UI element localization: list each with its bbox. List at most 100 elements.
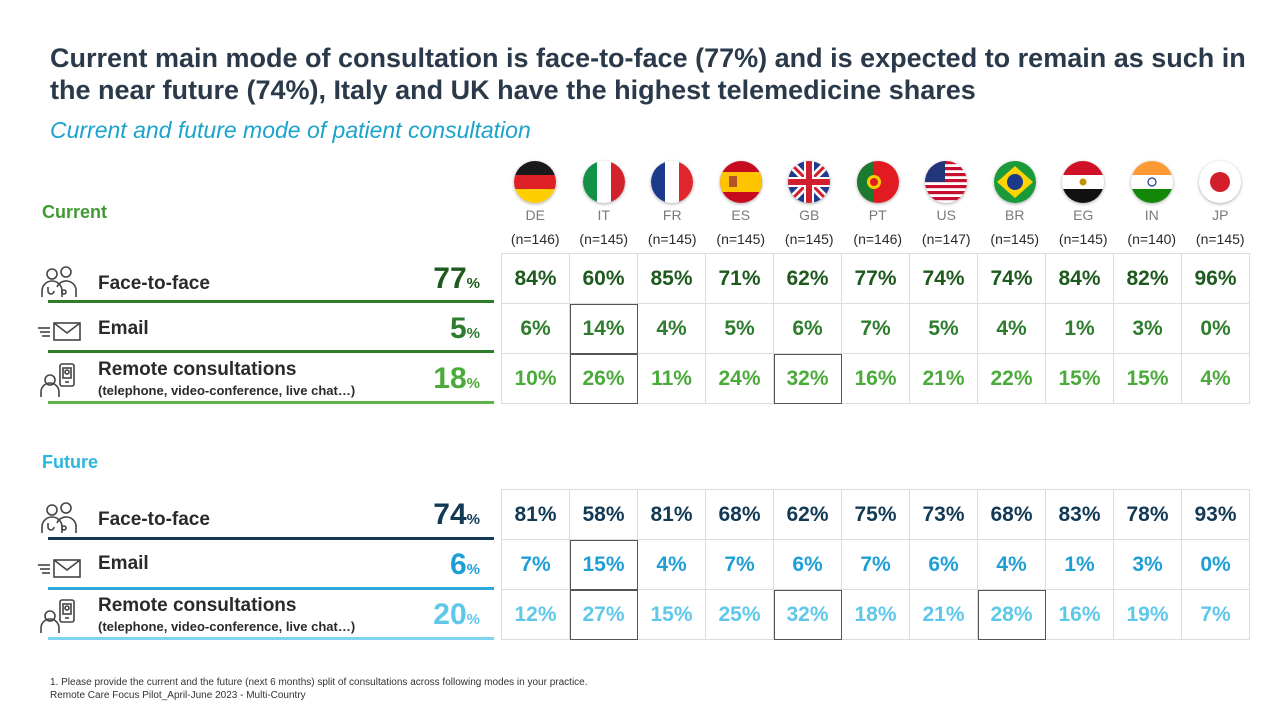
cell-future-face-it: 58% bbox=[569, 489, 638, 540]
cell-future-face-us: 73% bbox=[909, 489, 978, 540]
cell-future-face-br: 68% bbox=[977, 489, 1046, 540]
cell-current-face-de: 84% bbox=[501, 253, 570, 304]
country-code: DE bbox=[525, 207, 545, 223]
total-current-remote: 18% bbox=[433, 362, 480, 396]
sample-size: (n=145) bbox=[784, 231, 834, 247]
country-code: US bbox=[936, 207, 956, 223]
cell-future-face-in: 78% bbox=[1113, 489, 1182, 540]
brazil-flag-icon bbox=[993, 161, 1036, 203]
cell-current-email-jp: 0% bbox=[1181, 303, 1250, 354]
cell-current-remote-pt: 16% bbox=[841, 353, 910, 404]
remote-consultation-icon bbox=[40, 598, 78, 639]
cell-future-face-gb: 62% bbox=[773, 489, 842, 540]
country-code: EG bbox=[1073, 207, 1094, 223]
cell-future-remote-br: 28% bbox=[977, 589, 1046, 640]
table-row-remote: 10% 26% 11% 24% 32% 16% 21% 22% 15% 15% 4% bbox=[501, 353, 1250, 404]
page-subtitle: Current and future mode of patient consu… bbox=[50, 117, 531, 143]
cell-current-remote-fr: 11% bbox=[637, 353, 706, 404]
usa-flag-icon bbox=[925, 161, 968, 203]
cell-future-remote-jp: 7% bbox=[1181, 589, 1250, 640]
row-underline bbox=[48, 300, 494, 303]
current-values-table: 84% 60% 85% 71% 62% 77% 74% 74% 84% 82% 96% 6% 14% 4%… bbox=[501, 253, 1250, 404]
doctors-icon bbox=[40, 265, 78, 304]
total-future-email: 6% bbox=[450, 548, 480, 582]
cell-future-remote-fr: 15% bbox=[637, 589, 706, 640]
sample-size: (n=145) bbox=[990, 231, 1040, 247]
cell-current-remote-br: 22% bbox=[977, 353, 1046, 404]
email-icon bbox=[38, 557, 82, 584]
cell-future-remote-es: 25% bbox=[705, 589, 774, 640]
cell-current-remote-jp: 4% bbox=[1181, 353, 1250, 404]
spain-flag-icon bbox=[719, 161, 762, 203]
cell-future-email-in: 3% bbox=[1113, 539, 1182, 590]
cell-future-face-jp: 93% bbox=[1181, 489, 1250, 540]
sample-size: (n=145) bbox=[579, 231, 629, 247]
sample-size: (n=145) bbox=[1195, 231, 1245, 247]
total-current-face: 77% bbox=[433, 262, 480, 296]
cell-current-face-fr: 85% bbox=[637, 253, 706, 304]
country-code: PT bbox=[868, 207, 887, 223]
cell-current-face-es: 71% bbox=[705, 253, 774, 304]
country-code: IT bbox=[597, 207, 610, 223]
total-pct-symbol: % bbox=[466, 275, 480, 292]
cell-current-remote-gb: 32% bbox=[773, 353, 842, 404]
source-note: Remote Care Focus Pilot_April-June 2023 … bbox=[50, 690, 306, 701]
cell-future-face-es: 68% bbox=[705, 489, 774, 540]
cell-current-email-es: 5% bbox=[705, 303, 774, 354]
cell-current-email-pt: 7% bbox=[841, 303, 910, 354]
cell-current-email-it: 14% bbox=[569, 303, 638, 354]
cell-future-remote-it: 27% bbox=[569, 589, 638, 640]
cell-current-face-it: 60% bbox=[569, 253, 638, 304]
cell-current-face-eg: 84% bbox=[1045, 253, 1114, 304]
cell-current-remote-es: 24% bbox=[705, 353, 774, 404]
sample-size: (n=140) bbox=[1127, 231, 1177, 247]
cell-future-remote-eg: 16% bbox=[1045, 589, 1114, 640]
total-pct-symbol: % bbox=[466, 325, 480, 342]
total-pct-symbol: % bbox=[466, 511, 480, 528]
sample-size: (n=145) bbox=[1058, 231, 1108, 247]
total-value: 18 bbox=[433, 362, 467, 395]
cell-future-face-pt: 75% bbox=[841, 489, 910, 540]
portugal-flag-icon bbox=[856, 161, 899, 203]
table-row-face: 84% 60% 85% 71% 62% 77% 74% 74% 84% 82% 96% bbox=[501, 253, 1250, 304]
row-underline bbox=[48, 537, 494, 540]
row-label-remote: Remote consultations bbox=[98, 595, 297, 616]
total-pct-symbol: % bbox=[466, 561, 480, 578]
uk-flag-icon bbox=[788, 161, 831, 203]
cell-future-email-us: 6% bbox=[909, 539, 978, 590]
total-value: 74 bbox=[433, 498, 467, 531]
cell-current-remote-us: 21% bbox=[909, 353, 978, 404]
row-label-email: Email bbox=[98, 553, 149, 574]
row-sublabel-remote: (telephone, video-conference, live chat…… bbox=[98, 383, 356, 398]
cell-future-remote-gb: 32% bbox=[773, 589, 842, 640]
total-value: 20 bbox=[433, 598, 467, 631]
cell-current-remote-de: 10% bbox=[501, 353, 570, 404]
section-label-future: Future bbox=[42, 452, 98, 472]
sample-size: (n=146) bbox=[510, 231, 560, 247]
row-label-face-to-face: Face-to-face bbox=[98, 273, 210, 294]
cell-future-email-es: 7% bbox=[705, 539, 774, 590]
total-pct-symbol: % bbox=[466, 611, 480, 628]
table-row-remote: 12% 27% 15% 25% 32% 18% 21% 28% 16% 19% 7% bbox=[501, 589, 1250, 640]
total-value: 77 bbox=[433, 262, 467, 295]
cell-future-email-eg: 1% bbox=[1045, 539, 1114, 590]
total-future-face: 74% bbox=[433, 498, 480, 532]
cell-current-face-in: 82% bbox=[1113, 253, 1182, 304]
row-label-face-to-face: Face-to-face bbox=[98, 509, 210, 530]
india-flag-icon bbox=[1130, 161, 1173, 203]
row-sublabel-remote: (telephone, video-conference, live chat…… bbox=[98, 619, 356, 634]
row-underline bbox=[48, 637, 494, 640]
cell-current-email-de: 6% bbox=[501, 303, 570, 354]
country-code: ES bbox=[731, 207, 751, 223]
total-value: 5 bbox=[449, 312, 467, 345]
cell-current-email-eg: 1% bbox=[1045, 303, 1114, 354]
cell-future-email-jp: 0% bbox=[1181, 539, 1250, 590]
footnote: 1. Please provide the current and the fu… bbox=[50, 677, 588, 688]
cell-current-remote-it: 26% bbox=[569, 353, 638, 404]
cell-future-email-fr: 4% bbox=[637, 539, 706, 590]
row-label-email: Email bbox=[98, 318, 149, 339]
country-code: GB bbox=[799, 207, 820, 223]
total-pct-symbol: % bbox=[466, 375, 480, 392]
total-current-email: 5% bbox=[450, 312, 480, 346]
sample-size: (n=145) bbox=[647, 231, 697, 247]
